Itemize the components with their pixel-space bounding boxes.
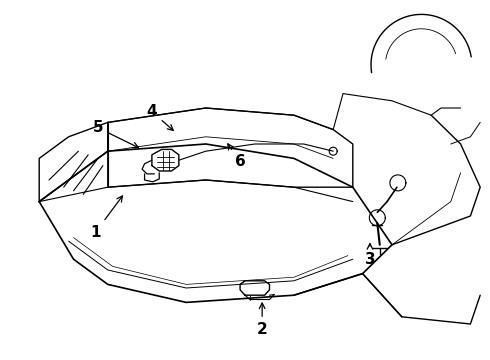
Text: 1: 1 — [90, 196, 122, 240]
Text: 6: 6 — [228, 144, 245, 170]
Text: 5: 5 — [93, 120, 138, 148]
Text: 3: 3 — [365, 244, 375, 267]
Text: 2: 2 — [257, 303, 268, 337]
Text: 4: 4 — [147, 104, 173, 130]
